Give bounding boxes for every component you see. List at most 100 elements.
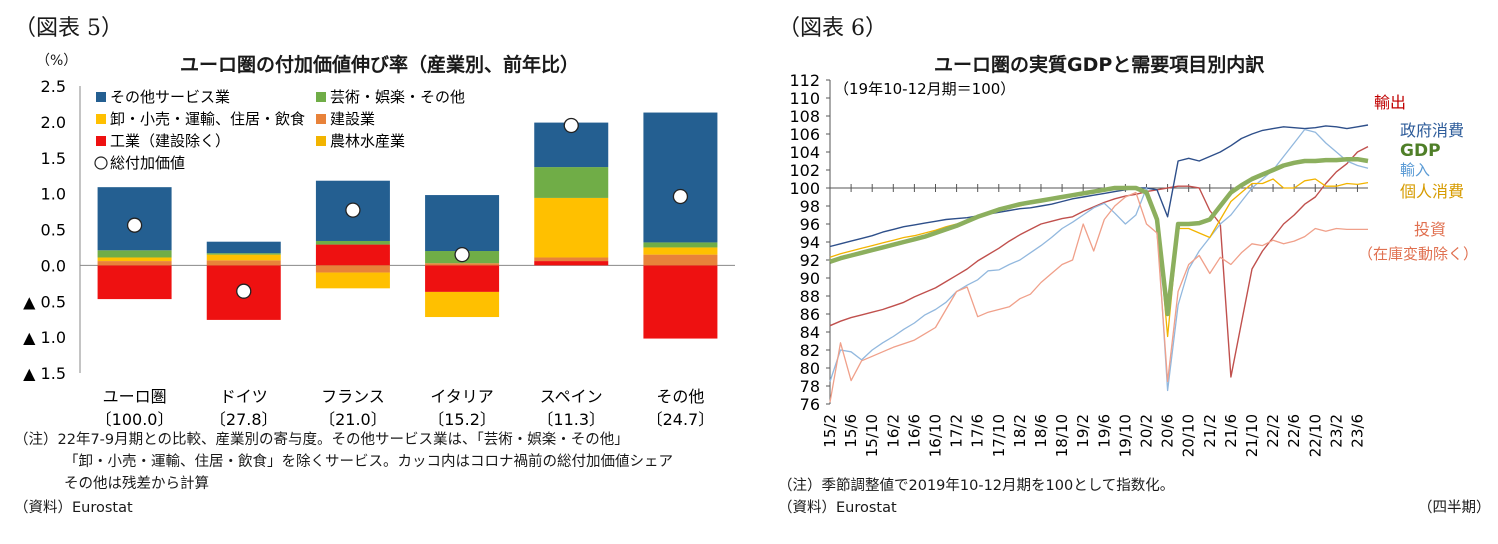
y-tick-label: 88 — [800, 287, 820, 306]
y-tick-label: 92 — [800, 251, 820, 270]
y-tick-label: 2.5 — [41, 77, 66, 96]
x-tick-label: ユーロ圏 — [103, 387, 167, 406]
x-unit-right: （四半期） — [1418, 500, 1491, 516]
y-tick-label: 86 — [800, 305, 820, 324]
bar-segment — [534, 257, 609, 262]
legend-label: 農林水産業 — [330, 132, 405, 150]
x-tick-label: 21/10 — [1243, 414, 1261, 457]
x-tick-label: 21/2 — [1201, 414, 1219, 448]
x-tick-label: 21/6 — [1222, 414, 1240, 448]
series-line — [829, 191, 1368, 403]
legend-label: 建設業 — [330, 110, 375, 128]
bar-segment — [97, 265, 172, 300]
y-tick-label: 104 — [789, 143, 820, 162]
y-tick-label: 0.5 — [41, 221, 66, 240]
x-tick-share: 〔21.0〕 — [319, 410, 387, 429]
bar-segment — [643, 112, 718, 243]
bar-segment — [97, 250, 172, 258]
series-annotation: 輸出 — [1374, 93, 1406, 112]
y-tick-label: 102 — [789, 161, 820, 180]
legend-swatch — [316, 136, 326, 146]
x-tick-label: 16/6 — [905, 414, 923, 448]
bar-segment — [315, 244, 390, 266]
bar-segment — [206, 260, 281, 266]
x-tick-label: 18/6 — [1032, 414, 1050, 448]
series-annotation: 政府消費 — [1400, 121, 1464, 140]
series-line — [829, 124, 1369, 248]
x-tick-label: 22/10 — [1306, 414, 1324, 457]
x-tick-share: 〔27.8〕 — [210, 410, 278, 429]
y-tick-label: ▲ 0.5 — [23, 292, 66, 311]
y-tick-label: 96 — [800, 215, 820, 234]
series-line — [829, 145, 1369, 378]
x-tick-label: 20/2 — [1137, 414, 1155, 448]
bar-segment — [425, 265, 500, 292]
y-tick-label: 84 — [800, 323, 820, 342]
x-tick-label: 19/2 — [1074, 414, 1092, 448]
x-tick-label: スペイン — [540, 387, 603, 406]
bar-segment — [315, 240, 390, 245]
bar-segment — [425, 291, 500, 318]
y-tick-label: 80 — [800, 359, 820, 378]
x-tick-label: ドイツ — [220, 387, 268, 406]
note-right: （注）季節調整値で2019年10-12月期を100として指数化。 — [778, 478, 1175, 494]
total-marker — [563, 117, 579, 134]
legend-label: 総付加価値 — [110, 154, 185, 172]
y-tick-label: 90 — [800, 269, 820, 288]
figure-label-right: （図表 6） — [778, 16, 887, 41]
legend-swatch — [316, 114, 326, 124]
y-tick-label: 112 — [789, 71, 820, 90]
total-marker — [672, 188, 689, 205]
y-tick-label: 106 — [789, 125, 820, 144]
bar-segment — [97, 261, 172, 266]
y-tick-label: 76 — [800, 395, 820, 414]
bar-segment — [206, 254, 281, 261]
legend-label: 芸術・娯楽・その他 — [330, 88, 465, 106]
y-tick-label: 100 — [789, 179, 820, 198]
x-tick-label: 17/2 — [948, 414, 966, 448]
bar-segment — [643, 242, 718, 248]
bar-segment — [425, 195, 500, 252]
chart-subtitle: （19年10-12月期＝100） — [834, 80, 1015, 98]
x-tick-label: 17/6 — [969, 414, 987, 448]
bar-segment — [534, 167, 609, 198]
y-unit-left: （%） — [36, 53, 78, 69]
bar-segment — [534, 197, 609, 258]
bar-segment — [534, 261, 609, 266]
x-tick-label: その他 — [656, 387, 704, 406]
x-tick-label: 19/6 — [1095, 414, 1113, 448]
bar-segment — [643, 265, 718, 339]
bar-segment — [206, 241, 281, 254]
total-marker — [236, 283, 252, 299]
x-tick-label: 15/2 — [821, 414, 839, 448]
legend-label: 卸・小売・運輸、住居・飲食 — [110, 110, 305, 128]
series-annotation: GDP — [1400, 141, 1441, 161]
x-tick-label: 22/6 — [1285, 414, 1303, 448]
bar-segment — [315, 265, 390, 273]
y-tick-label: 110 — [789, 89, 820, 108]
y-tick-label: ▲ 1.0 — [23, 328, 66, 347]
y-tick-label: 108 — [789, 107, 820, 126]
y-tick-label: ▲ 1.5 — [23, 364, 66, 383]
x-tick-label: 18/2 — [1011, 414, 1029, 448]
bar-segment — [643, 247, 718, 255]
bar-segment — [206, 253, 281, 255]
source-right: （資料）Eurostat — [778, 500, 897, 516]
x-tick-label: 15/6 — [842, 414, 860, 448]
x-tick-label: 22/2 — [1264, 414, 1282, 448]
x-tick-label: 20/10 — [1180, 414, 1198, 457]
bar-segment — [97, 257, 172, 262]
series-line — [829, 178, 1369, 338]
total-marker — [454, 246, 470, 263]
note-left-2: 「卸・小売・運輸、住居・飲食」を除くサービス。カッコ内はコロナ禍前の総付加価値シ… — [64, 454, 673, 470]
x-tick-label: 15/10 — [863, 414, 881, 457]
line-chart: 7678808284868890929496981001021041061081… — [789, 71, 1478, 457]
figure-label-left: （図表 5） — [14, 16, 123, 41]
y-tick-label: 1.0 — [41, 185, 66, 204]
y-tick-label: 1.5 — [41, 149, 66, 168]
series-annotation: 個人消費 — [1400, 182, 1464, 201]
x-tick-label: 17/10 — [990, 414, 1008, 457]
x-tick-label: フランス — [321, 387, 385, 406]
legend-swatch — [96, 114, 106, 124]
series-line — [829, 128, 1369, 392]
